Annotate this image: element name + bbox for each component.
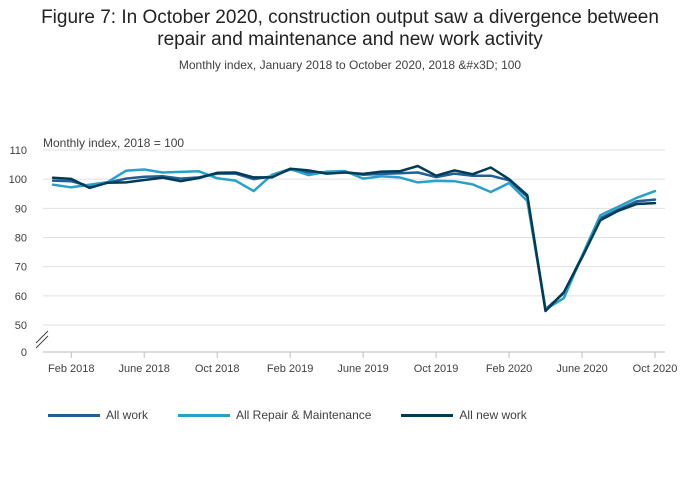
- y-tick-label: 50: [15, 320, 27, 332]
- x-tick-label: June 2019: [337, 363, 388, 375]
- legend-item-repair-maintenance[interactable]: All Repair & Maintenance: [178, 408, 371, 422]
- legend-swatch-repair-maintenance: [178, 413, 231, 417]
- x-tick-label: June 2020: [556, 363, 607, 375]
- series-line-all-repair-maintenance[interactable]: [51, 167, 657, 311]
- x-tick-label: Oct 2019: [414, 363, 459, 375]
- y-tick-label: 80: [15, 233, 27, 245]
- chart-title-line-1: Figure 7: In October 2020, construction …: [41, 7, 659, 28]
- x-tick-label: Feb 2020: [486, 363, 532, 375]
- gridlines: [43, 149, 665, 326]
- x-tick-label: Oct 2020: [633, 363, 678, 375]
- legend-item-all-new-work[interactable]: All new work: [401, 408, 527, 422]
- y-axis-label: Monthly index, 2018 = 100: [43, 136, 184, 150]
- legend-swatch-all-work: [48, 413, 100, 417]
- x-tick-label: June 2018: [119, 363, 170, 375]
- y-tick-label: 110: [9, 145, 27, 157]
- y-tick-label: 60: [15, 291, 27, 303]
- y-tick-label: 90: [15, 203, 27, 215]
- legend-item-all-work[interactable]: All work: [48, 408, 148, 422]
- y-tick-label: 0: [21, 347, 27, 359]
- x-tick-label: Feb 2019: [267, 363, 313, 375]
- y-tick-label: 100: [9, 174, 27, 186]
- x-axis: Feb 2018 June 2018 Oct 2018 Feb 2019 June 20…: [35, 330, 678, 375]
- x-tick-label: Feb 2018: [48, 363, 94, 375]
- x-tick-label: Oct 2018: [195, 363, 240, 375]
- legend-label: All new work: [459, 408, 527, 422]
- chart-title-line-2: repair and maintenance and new work acti…: [157, 29, 543, 50]
- y-axis-ticks: 110 100 90 80 70 60 50 0: [9, 145, 27, 359]
- chart-subtitle: Monthly index, January 2018 to October 2…: [178, 58, 522, 72]
- series-lines: [51, 164, 657, 313]
- legend-swatch-all-new-work: [401, 413, 454, 417]
- axis-break-marker: [35, 330, 49, 349]
- series-line-all-new-work[interactable]: [51, 164, 657, 313]
- legend: All work All Repair & Maintenance All ne…: [48, 408, 557, 422]
- y-tick-label: 70: [15, 262, 27, 274]
- line-chart: Monthly index, 2018 = 100 110 100 90 80 70 60…: [9, 136, 678, 375]
- legend-label: All Repair & Maintenance: [236, 408, 372, 422]
- chart-title: Figure 7: In October 2020, construction …: [0, 7, 700, 51]
- legend-label: All work: [106, 408, 149, 422]
